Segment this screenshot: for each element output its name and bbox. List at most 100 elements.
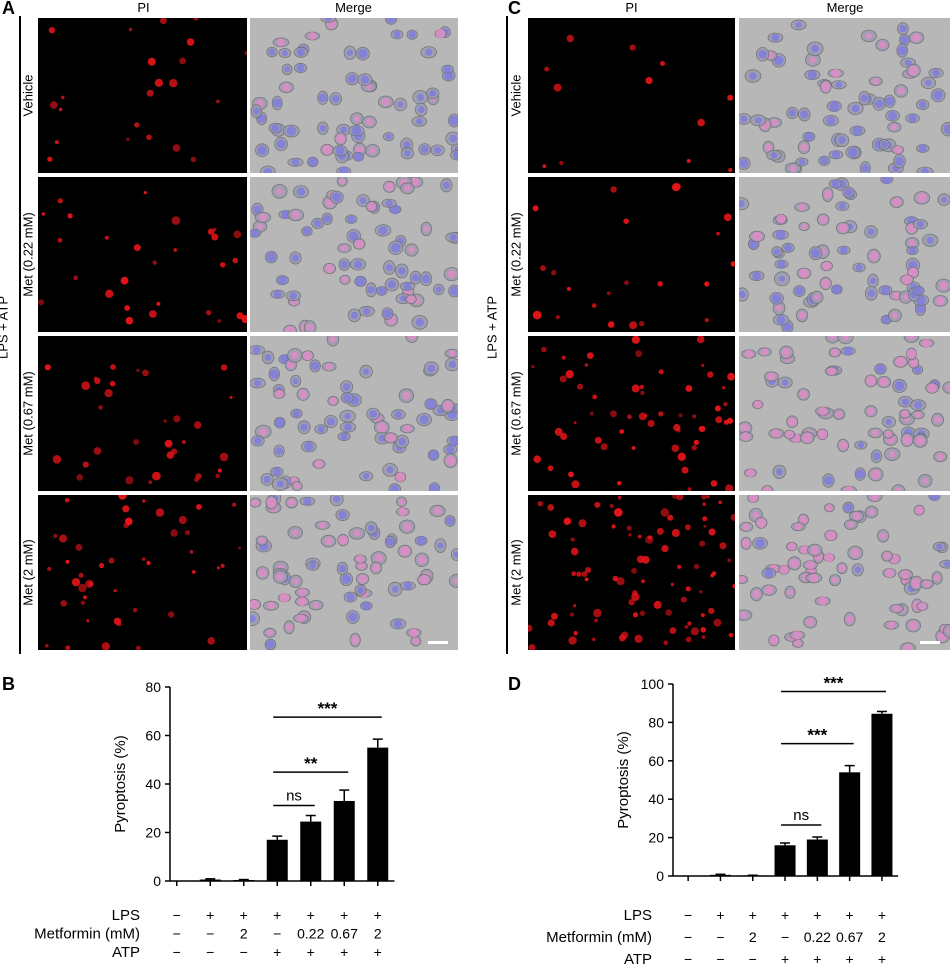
- bar-b-5: [333, 800, 355, 881]
- treatment-row-label-b-2: ATP: [112, 944, 140, 961]
- treatment-cell-d-0-3: +: [781, 907, 789, 923]
- merge-image-a-1: [250, 177, 458, 332]
- y-tick-label-b: 0: [153, 873, 161, 889]
- treatment-cell-d-1-1: −: [716, 929, 724, 945]
- significance-label-d-1: ***: [807, 726, 827, 745]
- treatment-cell-d-2-5: +: [846, 951, 854, 965]
- merge-image-c-3: [739, 495, 950, 650]
- treatment-cell-d-1-6: 2: [878, 929, 886, 945]
- panel-letter-a: A: [2, 0, 15, 18]
- treatment-cell-b-1-6: 2: [374, 926, 382, 942]
- pi-image-c-2: [528, 336, 735, 491]
- bar-b-3: [266, 839, 288, 881]
- bar-d-0: [677, 876, 699, 877]
- treatment-cell-d-1-5: 0.67: [836, 929, 863, 945]
- treatment-cell-d-0-2: +: [749, 907, 757, 923]
- panel-letter-b: B: [2, 674, 15, 694]
- merge-image-a-3: [250, 495, 458, 650]
- row-label-a-2: Met (0.67 mM): [20, 370, 36, 456]
- treatment-cell-d-0-4: +: [813, 907, 821, 923]
- row-label-a-1: Met (0.22 mM): [20, 211, 36, 297]
- bar-d-5: [839, 772, 861, 876]
- treatment-row-label-b-1: Metformin (mM): [34, 926, 140, 943]
- row-label-a-3: Met (2 mM): [20, 538, 36, 606]
- pi-image-a-0: [38, 18, 247, 173]
- treatment-cell-b-0-0: −: [173, 907, 181, 923]
- panel-letter-d: D: [508, 674, 521, 694]
- treatment-cell-b-0-6: +: [374, 907, 382, 923]
- treatment-row-label-d-1: Metformin (mM): [546, 929, 652, 946]
- treatment-cell-b-1-3: −: [273, 926, 281, 942]
- treatment-cell-d-1-0: −: [684, 929, 692, 945]
- col-header-merge-c: Merge: [826, 0, 864, 15]
- y-axis-label-d: Pyroptosis (%): [615, 731, 632, 829]
- treatment-cell-d-2-0: −: [684, 951, 692, 965]
- treatment-cell-b-0-5: +: [340, 907, 348, 923]
- side-label-c: LPS + ATP: [484, 296, 500, 359]
- scale-bar-c: [920, 641, 940, 644]
- y-tick-label-d: 80: [648, 714, 664, 730]
- bar-d-3: [774, 845, 796, 876]
- y-tick-label-d: 0: [656, 868, 664, 884]
- side-bracket-c: [506, 16, 508, 654]
- significance-label-d-2: ***: [824, 673, 844, 692]
- pi-image-c-1: [528, 177, 735, 332]
- treatment-cell-b-1-4: 0.22: [297, 926, 324, 942]
- treatment-cell-b-2-0: −: [173, 944, 181, 960]
- treatment-row-label-d-2: ATP: [624, 951, 652, 965]
- treatment-cell-b-2-4: +: [307, 944, 315, 960]
- bar-b-1: [199, 879, 221, 881]
- pi-image-a-2: [38, 336, 247, 491]
- treatment-cell-d-0-5: +: [846, 907, 854, 923]
- bar-b-2: [233, 880, 255, 881]
- y-tick-label-d: 40: [648, 791, 664, 807]
- significance-label-b-2: ***: [318, 699, 338, 718]
- merge-image-c-2: [739, 336, 950, 491]
- treatment-cell-d-2-4: +: [813, 951, 821, 965]
- col-header-pi-c: PI: [625, 0, 638, 15]
- bar-chart-d: 0 20 40 60 80 100 Pyroptosis (%) ns *** *** LPS − + +…: [546, 673, 899, 965]
- treatment-cell-b-2-3: +: [273, 944, 281, 960]
- row-label-a-0: Vehicle: [20, 74, 36, 116]
- treatment-cell-d-2-1: −: [716, 951, 724, 965]
- treatment-cell-b-0-3: +: [273, 907, 281, 923]
- treatment-cell-b-2-2: −: [240, 944, 248, 960]
- y-tick-label-b: 80: [145, 679, 161, 695]
- merge-image-a-2: [250, 336, 458, 491]
- y-tick-label-b: 60: [145, 728, 161, 744]
- treatment-cell-d-0-0: −: [684, 907, 692, 923]
- y-tick-label-b: 20: [145, 825, 161, 841]
- row-label-c-2: Met (0.67 mM): [508, 370, 524, 456]
- treatment-cell-b-1-2: 2: [240, 926, 248, 942]
- treatment-cell-b-2-6: +: [374, 944, 382, 960]
- col-header-merge-a: Merge: [335, 0, 372, 15]
- bar-d-1: [709, 874, 731, 876]
- merge-image-a-0: [250, 18, 458, 173]
- treatment-cell-b-2-1: −: [206, 944, 214, 960]
- y-tick-label-b: 40: [145, 776, 161, 792]
- treatment-cell-d-1-2: 2: [749, 929, 757, 945]
- significance-label-d-0: ns: [793, 807, 809, 824]
- treatment-cell-d-1-3: −: [781, 929, 789, 945]
- side-label-a: LPS + ATP: [0, 296, 11, 359]
- merge-image-c-0: [739, 18, 950, 173]
- significance-label-b-1: **: [304, 754, 318, 773]
- merge-image-c-1: [739, 177, 950, 332]
- treatment-cell-d-0-6: +: [878, 907, 886, 923]
- treatment-cell-b-0-2: +: [240, 907, 248, 923]
- treatment-cell-b-0-1: +: [206, 907, 214, 923]
- treatment-row-label-b-0: LPS: [112, 907, 140, 924]
- treatment-row-label-d-0: LPS: [624, 907, 652, 924]
- y-tick-label-d: 100: [641, 676, 665, 692]
- treatment-cell-d-2-3: +: [781, 951, 789, 965]
- significance-label-b-0: ns: [286, 788, 302, 805]
- treatment-cell-b-1-0: −: [173, 926, 181, 942]
- treatment-cell-d-1-4: 0.22: [804, 929, 831, 945]
- row-label-c-1: Met (0.22 mM): [508, 211, 524, 297]
- pi-image-a-3: [38, 495, 247, 650]
- bar-b-4: [300, 821, 322, 881]
- treatment-cell-d-2-2: −: [749, 951, 757, 965]
- pi-image-c-3: [528, 495, 735, 650]
- panel-letter-c: C: [508, 0, 521, 18]
